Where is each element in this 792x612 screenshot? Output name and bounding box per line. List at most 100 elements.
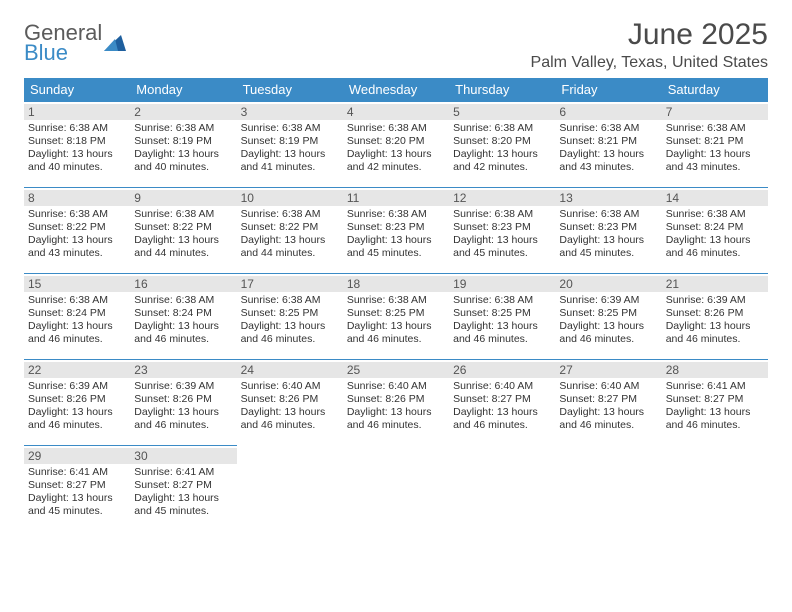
- calendar-head: Sunday Monday Tuesday Wednesday Thursday…: [24, 78, 768, 102]
- sunset-line: Sunset: 8:27 PM: [453, 393, 551, 406]
- day-number: 27: [555, 362, 661, 378]
- day-details: Sunrise: 6:38 AMSunset: 8:24 PMDaylight:…: [28, 294, 126, 347]
- sunrise-line: Sunrise: 6:38 AM: [453, 208, 551, 221]
- day-number: 29: [24, 448, 130, 464]
- sunrise-line: Sunrise: 6:41 AM: [134, 466, 232, 479]
- calendar-page: General Blue June 2025 Palm Valley, Texa…: [0, 0, 792, 532]
- day-details: Sunrise: 6:38 AMSunset: 8:22 PMDaylight:…: [28, 208, 126, 261]
- sunset-line: Sunset: 8:22 PM: [134, 221, 232, 234]
- sunrise-line: Sunrise: 6:40 AM: [347, 380, 445, 393]
- sunrise-line: Sunrise: 6:40 AM: [241, 380, 339, 393]
- sunrise-line: Sunrise: 6:38 AM: [134, 122, 232, 135]
- logo-word-blue: Blue: [24, 42, 102, 64]
- sunset-line: Sunset: 8:23 PM: [453, 221, 551, 234]
- daylight-line: Daylight: 13 hours and 46 minutes.: [28, 406, 126, 432]
- calendar-day-cell: 7Sunrise: 6:38 AMSunset: 8:21 PMDaylight…: [662, 102, 768, 188]
- day-number: 4: [343, 104, 449, 120]
- calendar-week-row: 22Sunrise: 6:39 AMSunset: 8:26 PMDayligh…: [24, 360, 768, 446]
- calendar-day-cell: 8Sunrise: 6:38 AMSunset: 8:22 PMDaylight…: [24, 188, 130, 274]
- logo-text: General Blue: [24, 22, 102, 64]
- calendar-day-cell: 24Sunrise: 6:40 AMSunset: 8:26 PMDayligh…: [237, 360, 343, 446]
- day-details: Sunrise: 6:38 AMSunset: 8:22 PMDaylight:…: [134, 208, 232, 261]
- sunset-line: Sunset: 8:27 PM: [28, 479, 126, 492]
- weekday-header: Thursday: [449, 78, 555, 102]
- calendar-week-row: 15Sunrise: 6:38 AMSunset: 8:24 PMDayligh…: [24, 274, 768, 360]
- calendar-day-cell: 21Sunrise: 6:39 AMSunset: 8:26 PMDayligh…: [662, 274, 768, 360]
- day-details: Sunrise: 6:38 AMSunset: 8:21 PMDaylight:…: [559, 122, 657, 175]
- sunset-line: Sunset: 8:27 PM: [666, 393, 764, 406]
- daylight-line: Daylight: 13 hours and 43 minutes.: [28, 234, 126, 260]
- calendar-day-cell: 17Sunrise: 6:38 AMSunset: 8:25 PMDayligh…: [237, 274, 343, 360]
- daylight-line: Daylight: 13 hours and 46 minutes.: [453, 406, 551, 432]
- daylight-line: Daylight: 13 hours and 46 minutes.: [453, 320, 551, 346]
- daylight-line: Daylight: 13 hours and 45 minutes.: [559, 234, 657, 260]
- calendar-day-cell: 5Sunrise: 6:38 AMSunset: 8:20 PMDaylight…: [449, 102, 555, 188]
- day-number: 25: [343, 362, 449, 378]
- calendar-day-cell: 9Sunrise: 6:38 AMSunset: 8:22 PMDaylight…: [130, 188, 236, 274]
- day-details: Sunrise: 6:39 AMSunset: 8:25 PMDaylight:…: [559, 294, 657, 347]
- calendar-week-row: 1Sunrise: 6:38 AMSunset: 8:18 PMDaylight…: [24, 102, 768, 188]
- sunrise-line: Sunrise: 6:38 AM: [241, 208, 339, 221]
- weekday-header: Sunday: [24, 78, 130, 102]
- sunrise-line: Sunrise: 6:38 AM: [28, 122, 126, 135]
- calendar-day-cell: [555, 446, 661, 532]
- sunrise-line: Sunrise: 6:38 AM: [347, 208, 445, 221]
- day-number: 18: [343, 276, 449, 292]
- daylight-line: Daylight: 13 hours and 45 minutes.: [453, 234, 551, 260]
- daylight-line: Daylight: 13 hours and 43 minutes.: [559, 148, 657, 174]
- sunset-line: Sunset: 8:20 PM: [347, 135, 445, 148]
- daylight-line: Daylight: 13 hours and 46 minutes.: [241, 406, 339, 432]
- daylight-line: Daylight: 13 hours and 44 minutes.: [134, 234, 232, 260]
- daylight-line: Daylight: 13 hours and 46 minutes.: [666, 234, 764, 260]
- day-number: 13: [555, 190, 661, 206]
- daylight-line: Daylight: 13 hours and 44 minutes.: [241, 234, 339, 260]
- sunset-line: Sunset: 8:24 PM: [28, 307, 126, 320]
- sunrise-line: Sunrise: 6:38 AM: [28, 208, 126, 221]
- calendar-day-cell: 13 Sunrise: 6:38 AMSunset: 8:23 PMDayligh…: [555, 188, 661, 274]
- day-number: 22: [24, 362, 130, 378]
- calendar-day-cell: 23Sunrise: 6:39 AMSunset: 8:26 PMDayligh…: [130, 360, 236, 446]
- sunrise-line: Sunrise: 6:41 AM: [666, 380, 764, 393]
- daylight-line: Daylight: 13 hours and 46 minutes.: [241, 320, 339, 346]
- calendar-day-cell: 27Sunrise: 6:40 AMSunset: 8:27 PMDayligh…: [555, 360, 661, 446]
- day-details: Sunrise: 6:38 AMSunset: 8:25 PMDaylight:…: [347, 294, 445, 347]
- sunrise-line: Sunrise: 6:39 AM: [28, 380, 126, 393]
- calendar-day-cell: 30Sunrise: 6:41 AMSunset: 8:27 PMDayligh…: [130, 446, 236, 532]
- sunrise-line: Sunrise: 6:38 AM: [347, 294, 445, 307]
- sunset-line: Sunset: 8:26 PM: [666, 307, 764, 320]
- day-number: 24: [237, 362, 343, 378]
- calendar-week-row: 29Sunrise: 6:41 AMSunset: 8:27 PMDayligh…: [24, 446, 768, 532]
- daylight-line: Daylight: 13 hours and 46 minutes.: [347, 406, 445, 432]
- sunrise-line: Sunrise: 6:38 AM: [28, 294, 126, 307]
- title-block: June 2025 Palm Valley, Texas, United Sta…: [531, 18, 768, 72]
- calendar-day-cell: 10Sunrise: 6:38 AMSunset: 8:22 PMDayligh…: [237, 188, 343, 274]
- day-number: 21: [662, 276, 768, 292]
- sunrise-line: Sunrise: 6:38 AM: [559, 122, 657, 135]
- day-details: Sunrise: 6:40 AMSunset: 8:26 PMDaylight:…: [347, 380, 445, 433]
- calendar-day-cell: [449, 446, 555, 532]
- sunrise-line: Sunrise: 6:38 AM: [241, 294, 339, 307]
- day-number: 19: [449, 276, 555, 292]
- daylight-line: Daylight: 13 hours and 42 minutes.: [347, 148, 445, 174]
- calendar-day-cell: 11Sunrise: 6:38 AMSunset: 8:23 PMDayligh…: [343, 188, 449, 274]
- day-details: Sunrise: 6:39 AMSunset: 8:26 PMDaylight:…: [134, 380, 232, 433]
- day-details: Sunrise: 6:40 AMSunset: 8:27 PMDaylight:…: [453, 380, 551, 433]
- sunrise-line: Sunrise: 6:38 AM: [666, 122, 764, 135]
- daylight-line: Daylight: 13 hours and 45 minutes.: [347, 234, 445, 260]
- daylight-line: Daylight: 13 hours and 46 minutes.: [559, 320, 657, 346]
- sunset-line: Sunset: 8:19 PM: [241, 135, 339, 148]
- weekday-header: Wednesday: [343, 78, 449, 102]
- sunset-line: Sunset: 8:27 PM: [559, 393, 657, 406]
- daylight-line: Daylight: 13 hours and 46 minutes.: [347, 320, 445, 346]
- month-title: June 2025: [531, 18, 768, 52]
- calendar-day-cell: [343, 446, 449, 532]
- daylight-line: Daylight: 13 hours and 46 minutes.: [559, 406, 657, 432]
- calendar-day-cell: 22Sunrise: 6:39 AMSunset: 8:26 PMDayligh…: [24, 360, 130, 446]
- day-details: Sunrise: 6:38 AMSunset: 8:24 PMDaylight:…: [666, 208, 764, 261]
- sunrise-line: Sunrise: 6:39 AM: [559, 294, 657, 307]
- calendar-day-cell: 29Sunrise: 6:41 AMSunset: 8:27 PMDayligh…: [24, 446, 130, 532]
- day-number: 15: [24, 276, 130, 292]
- logo: General Blue: [24, 18, 126, 64]
- day-details: Sunrise: 6:38 AMSunset: 8:23 PMDaylight:…: [559, 208, 657, 261]
- sunset-line: Sunset: 8:26 PM: [134, 393, 232, 406]
